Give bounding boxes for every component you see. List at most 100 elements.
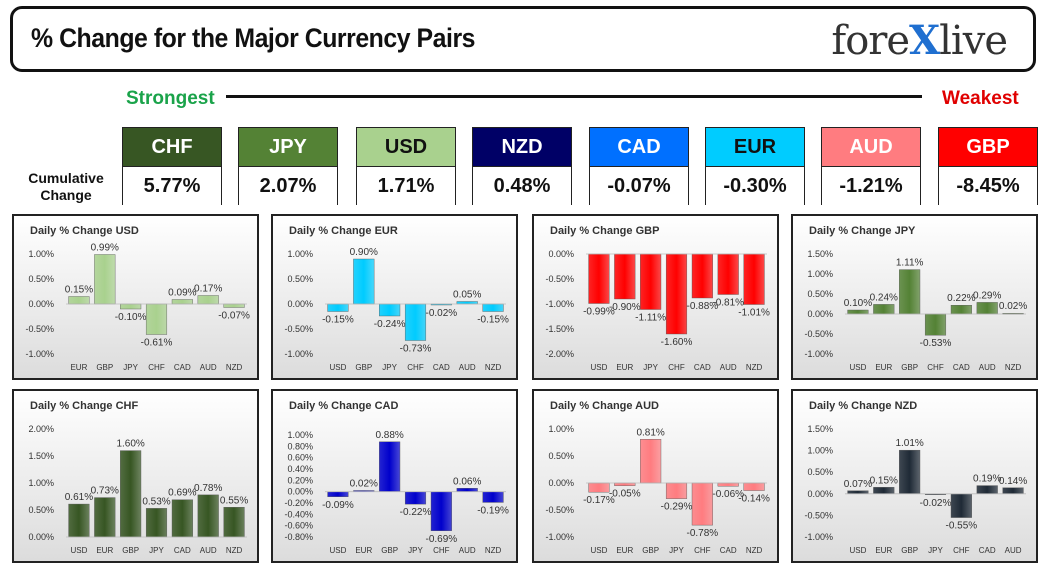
data-label: -0.88%: [687, 301, 719, 312]
x-tick-label: AUD: [200, 546, 217, 555]
x-tick-label: NZD: [485, 546, 502, 555]
x-tick-label: JPY: [643, 363, 658, 372]
cumulative-value: -1.21%: [822, 167, 920, 205]
data-label: -1.60%: [661, 337, 693, 348]
data-label: 1.01%: [895, 438, 923, 449]
chart-panel-nzd: Daily % Change NZD 1.50% 1.00% 0.50% 0.00% -0…: [791, 389, 1038, 563]
x-tick-label: CHF: [148, 363, 165, 372]
data-label: 0.17%: [194, 284, 222, 295]
y-tick-label: 0.00%: [807, 309, 833, 319]
x-tick-label: AUD: [200, 363, 217, 372]
bar-usd: [588, 253, 610, 304]
data-label: -0.19%: [477, 505, 509, 516]
bar-chf: [691, 482, 713, 526]
y-tick-label: -0.50%: [804, 510, 833, 520]
y-tick-label: 1.00%: [287, 249, 313, 259]
currency-code: CAD: [590, 128, 688, 167]
chart-panel-cad: Daily % Change CAD 1.00% 0.80% 0.60% 0.40% 0.…: [271, 389, 518, 563]
y-tick-label: 0.60%: [287, 453, 313, 463]
y-tick-label: 1.00%: [287, 430, 313, 440]
chart-gbp: Daily % Change GBP 0.00% -0.50% -1.00% -1.50…: [534, 216, 777, 378]
data-label: -1.01%: [738, 308, 770, 319]
data-label: 0.53%: [142, 496, 170, 507]
y-tick-label: -0.20%: [284, 498, 313, 508]
data-label: -0.10%: [115, 312, 147, 323]
x-tick-label: GBP: [642, 546, 659, 555]
bar-usd: [588, 482, 610, 493]
bar-nzd: [743, 482, 765, 491]
y-tick-label: 0.00%: [28, 532, 54, 542]
cumulative-value: 0.48%: [473, 167, 571, 205]
x-tick-label: USD: [329, 546, 346, 555]
x-tick-label: CAD: [953, 363, 970, 372]
y-tick-label: -0.50%: [545, 505, 574, 515]
chart-panel-usd: Daily % Change USD 1.00% 0.50% 0.00% -0.50% -…: [12, 214, 259, 380]
bar-jpy: [379, 303, 401, 317]
chart-panel-jpy: Daily % Change JPY 1.50% 1.00% 0.50% 0.00% -0…: [791, 214, 1038, 380]
y-tick-label: -0.60%: [284, 521, 313, 531]
data-label: -0.15%: [477, 315, 509, 326]
y-tick-label: 0.40%: [287, 464, 313, 474]
y-tick-label: 0.50%: [28, 505, 54, 515]
x-tick-label: USD: [329, 363, 346, 372]
bar-jpy: [145, 508, 168, 538]
currency-code: USD: [357, 128, 455, 167]
y-tick-label: -1.50%: [545, 324, 574, 334]
data-label: 0.09%: [168, 288, 196, 299]
x-tick-label: GBP: [122, 546, 139, 555]
y-tick-label: 0.00%: [548, 249, 574, 259]
bar-nzd: [482, 491, 504, 503]
bar-jpy: [640, 253, 662, 310]
logo-x: X: [909, 17, 940, 64]
bar-eur: [614, 482, 636, 486]
y-tick-label: 0.00%: [548, 478, 574, 488]
bar-chf: [145, 303, 168, 335]
chart-panel-eur: Daily % Change EUR 1.00% 0.50% 0.00% -0.50% -…: [271, 214, 518, 380]
forexlive-logo: foreXlive: [831, 17, 1008, 64]
y-tick-label: -2.00%: [545, 349, 574, 359]
bar-aud: [717, 253, 739, 295]
x-tick-label: AUD: [979, 363, 996, 372]
currency-box-cad: CAD -0.07%: [589, 127, 689, 205]
currency-box-chf: CHF 5.77%: [122, 127, 222, 205]
data-label: 0.10%: [844, 298, 872, 309]
bar-jpy: [665, 482, 688, 499]
bar-nzd: [223, 507, 245, 538]
data-label: -0.73%: [400, 344, 432, 355]
x-tick-label: CHF: [953, 546, 970, 555]
x-tick-label: EUR: [616, 363, 633, 372]
bar-eur: [614, 253, 636, 300]
data-label: 0.55%: [220, 495, 248, 506]
y-tick-label: 2.00%: [28, 424, 54, 434]
data-label: 0.81%: [636, 427, 664, 438]
x-tick-label: EUR: [96, 546, 113, 555]
bar-cad: [976, 485, 998, 495]
x-tick-label: EUR: [875, 546, 892, 555]
bar-chf: [924, 313, 947, 336]
x-tick-label: USD: [70, 546, 87, 555]
bar-gbp: [899, 269, 921, 315]
x-tick-label: NZD: [226, 363, 243, 372]
bar-aud: [456, 488, 478, 492]
x-tick-label: JPY: [669, 546, 684, 555]
chart-panel-aud: Daily % Change AUD 1.00% 0.50% 0.00% -0.50% -…: [532, 389, 779, 563]
y-tick-label: 0.50%: [807, 467, 833, 477]
bar-gbp: [353, 258, 375, 305]
bar-gbp: [94, 254, 116, 305]
chart-jpy: Daily % Change JPY 1.50% 1.00% 0.50% 0.00% -0…: [793, 216, 1036, 378]
cumulative-value: 1.71%: [357, 167, 455, 205]
data-label: -0.06%: [712, 489, 744, 500]
x-tick-label: CHF: [433, 546, 450, 555]
y-tick-label: 0.00%: [807, 489, 833, 499]
y-tick-label: 0.20%: [287, 475, 313, 485]
data-label: 0.88%: [375, 430, 403, 441]
bar-jpy: [404, 491, 427, 505]
data-label: -0.78%: [687, 528, 719, 539]
x-tick-label: EUR: [355, 546, 372, 555]
x-tick-label: CAD: [174, 546, 191, 555]
bar-aud: [197, 494, 219, 538]
x-tick-label: USD: [849, 546, 866, 555]
bar-gbp: [120, 450, 142, 538]
cumulative-label-line1: Cumulative: [28, 170, 104, 186]
bar-chf: [665, 253, 688, 335]
